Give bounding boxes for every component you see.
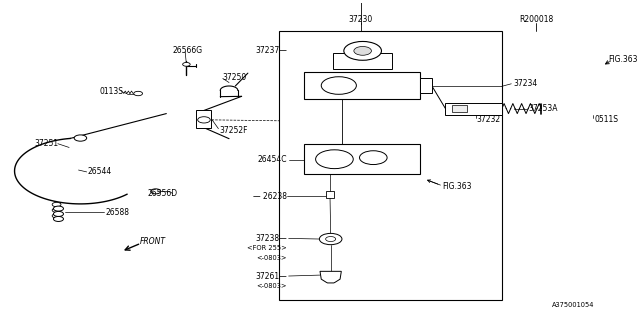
Text: 26588: 26588 — [106, 208, 129, 217]
Circle shape — [52, 202, 61, 207]
Bar — [305, 72, 420, 99]
Text: 37237—: 37237— — [255, 46, 287, 55]
Text: 37234: 37234 — [513, 79, 538, 88]
Text: FIG.363: FIG.363 — [609, 55, 638, 64]
Circle shape — [54, 206, 63, 211]
Text: 37261—: 37261— — [255, 272, 287, 281]
Circle shape — [52, 208, 61, 212]
Bar — [452, 105, 467, 112]
Circle shape — [134, 91, 143, 96]
Bar — [326, 191, 334, 198]
Bar — [333, 53, 392, 69]
Text: R200018: R200018 — [519, 15, 554, 24]
Text: 37238—: 37238— — [255, 234, 287, 243]
Circle shape — [52, 214, 61, 218]
Text: — 26238: — 26238 — [253, 192, 287, 201]
Text: 37232: 37232 — [477, 115, 501, 124]
Text: 26544: 26544 — [88, 167, 112, 176]
Text: 26566G: 26566G — [173, 46, 203, 55]
Text: 0113S: 0113S — [99, 86, 124, 95]
Text: FRONT: FRONT — [140, 237, 165, 246]
Circle shape — [198, 117, 210, 123]
Text: 37230: 37230 — [349, 15, 373, 24]
Text: 26454C: 26454C — [257, 156, 287, 164]
Text: 0511S: 0511S — [595, 115, 619, 124]
Circle shape — [319, 233, 342, 245]
Text: <-0803>: <-0803> — [256, 283, 287, 289]
Circle shape — [182, 62, 190, 66]
Text: 37251: 37251 — [35, 139, 59, 148]
Bar — [420, 78, 431, 92]
Circle shape — [54, 212, 63, 216]
Text: 37252F: 37252F — [220, 126, 248, 135]
Text: FIG.363: FIG.363 — [442, 182, 472, 191]
Bar — [445, 103, 502, 115]
Text: <FOR 255>: <FOR 255> — [247, 245, 287, 252]
Bar — [196, 110, 211, 128]
Circle shape — [326, 236, 336, 242]
Text: A375001054: A375001054 — [552, 302, 595, 308]
Circle shape — [360, 151, 387, 164]
Circle shape — [54, 216, 63, 221]
Text: <-0803>: <-0803> — [256, 255, 287, 261]
Circle shape — [354, 46, 371, 55]
Circle shape — [150, 189, 161, 194]
Text: 37253A: 37253A — [529, 104, 558, 113]
Circle shape — [344, 42, 381, 60]
Bar — [305, 144, 420, 174]
Circle shape — [316, 150, 353, 169]
Circle shape — [321, 77, 356, 94]
Bar — [279, 31, 502, 300]
Polygon shape — [320, 271, 341, 283]
Text: 37250: 37250 — [223, 73, 247, 82]
Circle shape — [74, 135, 86, 141]
Text: 26556D: 26556D — [148, 189, 178, 198]
